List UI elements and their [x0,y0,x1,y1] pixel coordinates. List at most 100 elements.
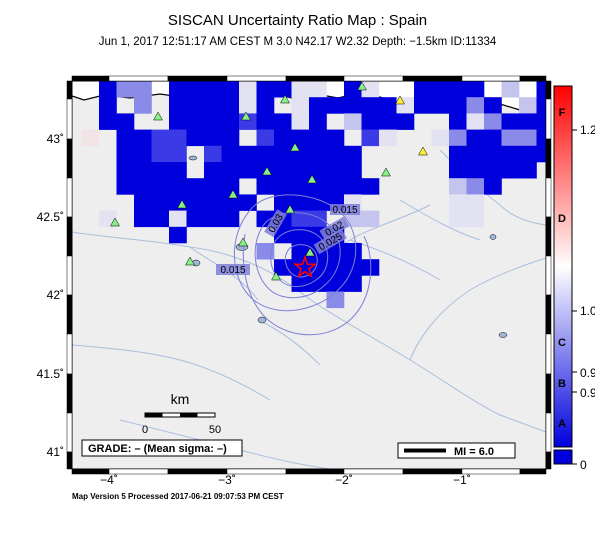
uncertainty-cell [256,97,275,114]
uncertainty-cells [81,81,546,309]
uncertainty-cell [116,129,135,147]
uncertainty-cell [449,194,467,211]
station-triangle[interactable] [381,167,391,177]
uncertainty-cell [204,129,222,147]
longitude-labels: −4˚ −3˚ −2˚ −1˚ [100,473,471,487]
colorbar-value-1-0: 1.0 [580,304,595,318]
uncertainty-cell [466,178,485,195]
uncertainty-cell [274,162,292,179]
scale-bar: km 0 50 [142,391,221,436]
uncertainty-cell [519,162,537,179]
uncertainty-cell [151,210,170,228]
uncertainty-cell [326,129,345,147]
station-triangle[interactable] [280,94,290,104]
uncertainty-cell [81,129,100,147]
uncertainty-cell [501,145,520,163]
colorbar-letter-f: F [559,107,566,119]
map-title: SISCAN Uncertainty Ratio Map : Spain [167,12,428,29]
uncertainty-cell [169,129,187,147]
uncertainty-cell [484,178,502,195]
uncertainty-cell [449,145,467,163]
station-triangle[interactable] [153,111,163,121]
station-triangle[interactable] [418,146,428,156]
uncertainty-cell [326,259,345,276]
uncertainty-cell [151,178,170,195]
uncertainty-cell [501,129,520,147]
uncertainty-cell [169,81,187,98]
map-area[interactable] [72,81,595,469]
uncertainty-cell [536,129,546,147]
station-triangle[interactable] [110,217,120,227]
station-triangle[interactable] [228,189,238,199]
station-triangle[interactable] [285,204,295,214]
event-info: Jun 1, 2017 12:51:17 AM CEST M 3.0 N42.1… [98,36,497,48]
uncertainty-cell [326,97,345,114]
uncertainty-cell [431,129,450,147]
station-triangle[interactable] [395,95,405,105]
uncertainty-cell [291,210,310,228]
uncertainty-cell [449,113,467,130]
station-triangle[interactable] [241,111,251,121]
station-triangle[interactable] [262,166,272,176]
lon-label-minus1: −1˚ [453,473,471,487]
uncertainty-cell [519,129,537,147]
uncertainty-cell [134,194,152,211]
station-triangle[interactable] [290,142,300,152]
colorbar-letter-d: D [558,213,566,225]
uncertainty-cell [361,81,380,98]
uncertainty-cell [169,178,187,195]
uncertainty-cell [186,81,205,98]
station-triangle[interactable] [307,174,317,184]
uncertainty-cell [291,97,310,114]
station-triangle[interactable] [177,199,187,209]
uncertainty-cell [414,97,432,114]
uncertainty-cell [169,162,187,179]
uncertainty-cell [256,178,275,195]
station-triangle[interactable] [238,237,248,247]
uncertainty-cell [134,145,152,163]
uncertainty-cell [431,81,450,98]
uncertainty-cell [186,210,205,228]
uncertainty-cell [519,113,537,130]
scale-end: 50 [209,424,221,436]
uncertainty-cell [536,97,546,114]
station-triangle[interactable] [357,81,367,91]
uncertainty-cell [344,145,362,163]
lat-label-41: 41˚ [47,445,64,459]
uncertainty-cell [204,81,222,98]
uncertainty-cell [204,178,222,195]
uncertainty-cell [449,178,467,195]
uncertainty-cell [361,129,380,147]
colorbar-gradient [553,85,573,448]
uncertainty-cell [361,97,380,114]
uncertainty-cell [151,145,170,163]
uncertainty-cell [501,162,520,179]
uncertainty-cell [186,194,205,211]
uncertainty-cell [169,194,187,211]
lat-label-43: 43˚ [47,132,64,146]
uncertainty-cell [186,97,205,114]
lon-label-minus3: −3˚ [218,473,236,487]
station-triangle[interactable] [305,247,315,257]
uncertainty-cell [291,178,310,195]
uncertainty-cell [204,97,222,114]
epicenter-star[interactable] [292,254,318,278]
uncertainty-cell [484,162,502,179]
uncertainty-cell [466,145,485,163]
uncertainty-cell [274,178,292,195]
uncertainty-cell [274,226,292,244]
uncertainty-cell [221,194,240,211]
station-triangle[interactable] [271,271,281,281]
uncertainty-cell [151,129,170,147]
uncertainty-cell [256,145,275,163]
uncertainty-cell [449,81,467,98]
uncertainty-cell [466,129,485,147]
colorbar-zero-swatch [553,449,573,465]
uncertainty-cell [466,113,485,130]
uncertainty-cell [274,145,292,163]
uncertainty-cell [221,162,240,179]
station-triangle[interactable] [185,256,195,266]
mi-text: MI = 6.0 [454,446,494,458]
colorbar-letter-b: B [558,378,566,390]
